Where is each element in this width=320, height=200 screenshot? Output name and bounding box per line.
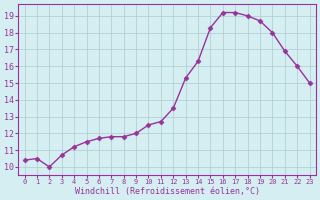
X-axis label: Windchill (Refroidissement éolien,°C): Windchill (Refroidissement éolien,°C) (75, 187, 260, 196)
